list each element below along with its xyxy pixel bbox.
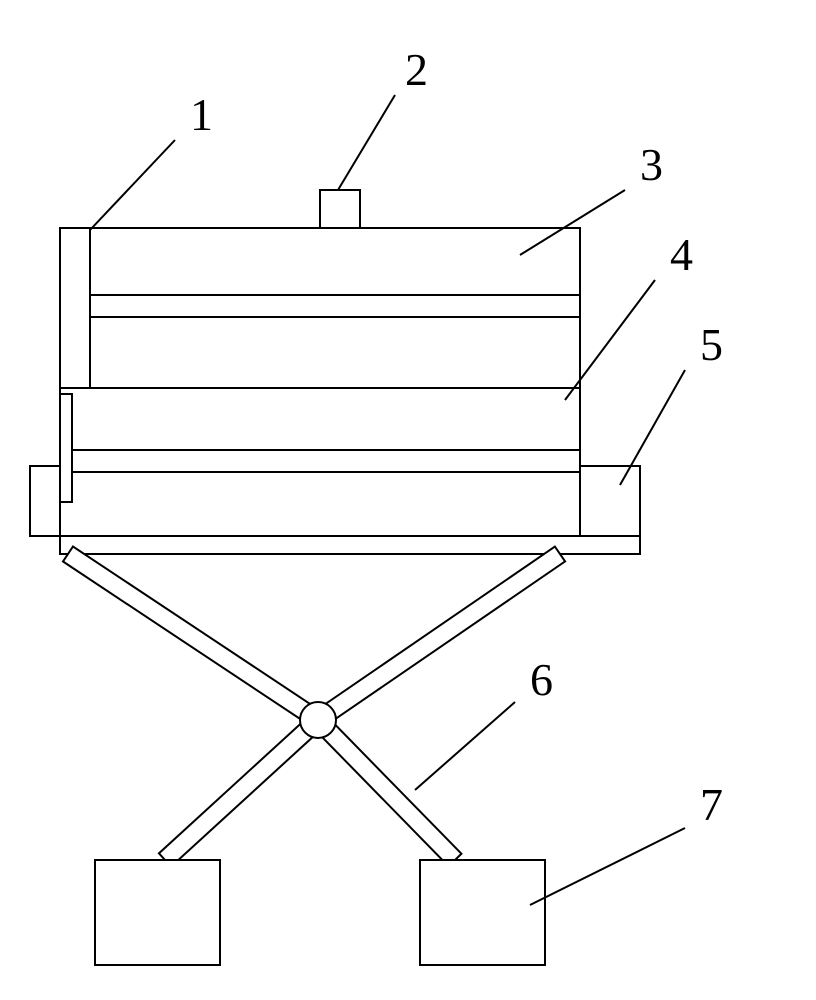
label-l7: 7	[700, 779, 723, 830]
upper-left-tab	[60, 228, 90, 388]
leader-l5	[620, 370, 685, 485]
leader-l1	[90, 140, 175, 230]
lower-slit	[60, 450, 580, 472]
leader-l6	[415, 702, 515, 790]
technical-diagram: 1 2 345 6 7	[0, 0, 816, 1000]
label-l1: 1	[190, 89, 213, 140]
top-cap	[320, 190, 360, 228]
right-side-block	[580, 466, 640, 536]
upper-slit	[60, 295, 580, 317]
leg-tr	[313, 547, 565, 728]
label-l4: 4	[670, 229, 693, 280]
label-l3: 3	[640, 139, 663, 190]
lower-left-rail	[60, 394, 72, 502]
leg-br	[312, 714, 462, 867]
left-side-block	[30, 466, 60, 536]
device-shapes	[30, 190, 640, 965]
leg-bl	[159, 713, 324, 866]
foot-right	[420, 860, 545, 965]
pivot-joint	[300, 702, 336, 738]
label-l6: 6	[530, 654, 553, 705]
foot-left	[95, 860, 220, 965]
label-l5: 5	[700, 319, 723, 370]
leader-l7	[530, 828, 685, 905]
leg-tl	[63, 547, 323, 728]
label-l2: 2	[405, 44, 428, 95]
leader-l2	[338, 95, 395, 190]
